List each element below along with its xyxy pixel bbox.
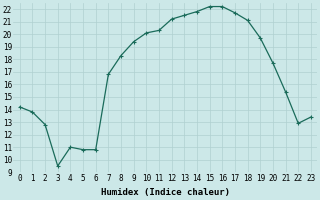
- X-axis label: Humidex (Indice chaleur): Humidex (Indice chaleur): [101, 188, 230, 197]
